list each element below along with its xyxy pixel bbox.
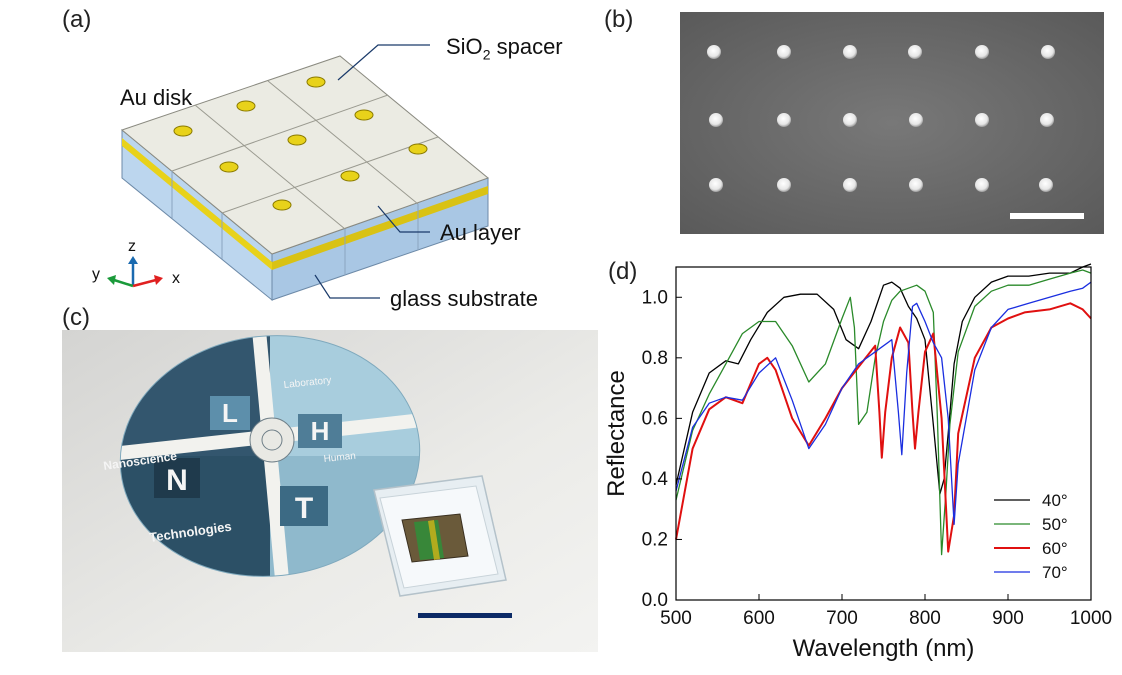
- logo-word-human: Human: [323, 451, 356, 465]
- au-disk: [272, 199, 292, 211]
- glass-substrate-label: glass substrate: [390, 286, 538, 311]
- nanodisk: [843, 45, 857, 59]
- au-disk: [236, 100, 256, 112]
- au-disk: [354, 109, 374, 121]
- leader-au-layer: [377, 205, 430, 233]
- panel-c-label: (c): [62, 304, 90, 331]
- legend-label-2: 50°: [1042, 515, 1068, 534]
- leader-substrate: [314, 274, 380, 299]
- photo-scalebar: [418, 613, 512, 618]
- axis-gizmo: [107, 256, 163, 288]
- y-tick-label: 0.6: [642, 408, 668, 429]
- plot-frame: [675, 266, 1092, 601]
- y-tick-label: 0.8: [642, 348, 668, 369]
- nanodisk: [777, 113, 791, 127]
- logo-word-laboratory: Laboratory: [283, 375, 332, 391]
- y-axis-label: Reflectance: [603, 370, 630, 497]
- axis-y-label: y: [92, 266, 100, 283]
- nanodisk: [1040, 113, 1054, 127]
- au-disk: [306, 76, 326, 88]
- reflectance-chart: 500 600 700 800 900 1000 0.0 0.2 0.4 0.6 0.8 1.0 Wav…: [603, 263, 1112, 662]
- nanodisk: [709, 178, 723, 192]
- nanodisk: [777, 45, 791, 59]
- nanodisk: [709, 113, 723, 127]
- leader-spacer: [337, 44, 430, 81]
- nanodisk: [975, 113, 989, 127]
- panel-b-label: (b): [604, 6, 634, 33]
- x-tick-label: 900: [992, 608, 1024, 629]
- panel-d-label: (d): [608, 258, 638, 285]
- logo-letter-h: H: [311, 416, 330, 446]
- x-tick-label: 700: [826, 608, 858, 629]
- y-tick-label: 0.4: [642, 469, 669, 490]
- logo-letter-l: L: [222, 398, 238, 428]
- legend-label-3: 60°: [1042, 539, 1068, 558]
- nanodisk: [909, 178, 923, 192]
- logo-letter-n: N: [166, 464, 188, 497]
- series-line-4: [675, 281, 1092, 525]
- logo-center-emblem: [249, 417, 295, 463]
- sio2-spacer-label: SiO2 spacer: [446, 34, 563, 63]
- sem-scalebar: [1010, 213, 1084, 219]
- sem-image: [680, 12, 1104, 234]
- au-layer-label: Au layer: [440, 220, 521, 245]
- nanodisk: [843, 178, 857, 192]
- nanodisk: [1039, 178, 1053, 192]
- x-tick-label: 600: [743, 608, 775, 629]
- x-tick-label: 1000: [1070, 608, 1112, 629]
- y-tick-label: 1.0: [642, 287, 668, 308]
- nanodisk: [843, 113, 857, 127]
- x-tick-label: 500: [660, 608, 692, 629]
- nanodisk: [1041, 45, 1055, 59]
- series-line-2: [675, 269, 1092, 556]
- nanodisk: [975, 178, 989, 192]
- nanodisk: [777, 178, 791, 192]
- y-tick-label: 0.2: [642, 529, 668, 550]
- axis-z-label: z: [128, 238, 136, 255]
- au-layer-left: [122, 138, 272, 270]
- sem-nanodisk-array: [707, 45, 1055, 192]
- au-disk-label: Au disk: [120, 85, 193, 110]
- au-disk: [340, 170, 360, 182]
- x-axis-label: Wavelength (nm): [793, 635, 975, 662]
- au-disk: [173, 125, 193, 137]
- nanodisk: [909, 113, 923, 127]
- legend-label-1: 40°: [1042, 491, 1068, 510]
- au-disk: [287, 134, 307, 146]
- legend-label-4: 70°: [1042, 563, 1068, 582]
- series-line-1: [675, 263, 1092, 495]
- nanodisk: [707, 45, 721, 59]
- logo-letter-t: T: [295, 492, 313, 525]
- au-disks: [173, 76, 428, 211]
- sample-holder: [373, 475, 507, 597]
- x-tick-label: 800: [909, 608, 941, 629]
- axis-x-label: x: [172, 270, 180, 287]
- au-disk: [219, 161, 239, 173]
- device-photo: L H N T Laboratory Human Nanoscience Tec…: [62, 330, 598, 652]
- y-tick-label: 0.0: [642, 590, 668, 611]
- panel-a-label: (a): [62, 6, 92, 33]
- au-layer-right: [272, 186, 488, 270]
- panel-a-schematic: [107, 44, 490, 302]
- au-disk: [408, 143, 428, 155]
- nanodisk: [908, 45, 922, 59]
- nanodisk: [975, 45, 989, 59]
